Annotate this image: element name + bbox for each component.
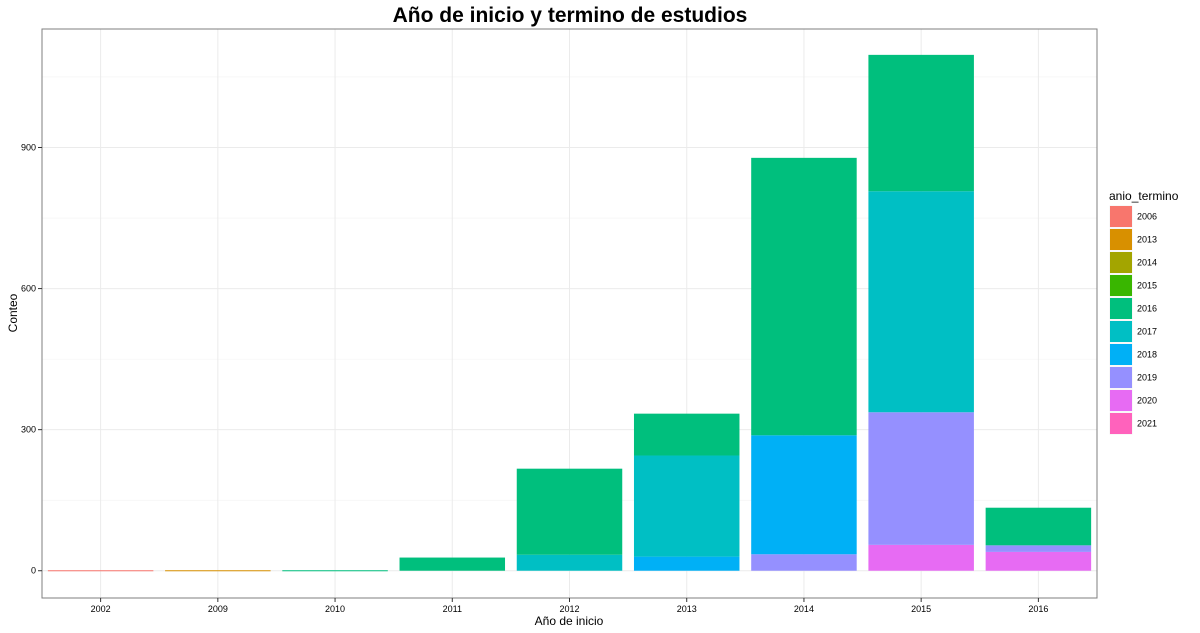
legend-label: 2017 (1137, 327, 1157, 337)
x-tick-label: 2010 (325, 604, 345, 614)
x-axis: 2002 2009 2010 2011 2012 2013 2014 2015 2016 (91, 598, 1048, 614)
legend-key (1110, 390, 1132, 411)
legend-key (1110, 413, 1132, 434)
bar-segment (868, 544, 974, 571)
bar-segment (47, 570, 154, 572)
y-tick-label: 0 (31, 566, 36, 576)
bar-segment (985, 551, 1092, 571)
bar-segment (165, 570, 271, 572)
legend-key (1110, 321, 1132, 342)
x-tick-label: 2012 (559, 604, 579, 614)
legend-title: anio_termino (1109, 189, 1179, 203)
bar-segment (751, 554, 857, 571)
y-tick-label: 600 (21, 284, 36, 294)
bar-segment (633, 455, 740, 557)
bar-segment (633, 556, 740, 571)
legend-key (1110, 367, 1132, 388)
y-tick-label: 900 (21, 143, 36, 153)
x-tick-label: 2014 (794, 604, 814, 614)
x-tick-label: 2015 (911, 604, 931, 614)
legend-label: 2019 (1137, 373, 1157, 383)
legend: anio_termino 2006 2013 2014 2015 2016 2017 201… (1108, 189, 1179, 436)
y-axis: 0 300 600 900 (21, 143, 42, 576)
legend-label: 2013 (1137, 235, 1157, 245)
legend-label: 2018 (1137, 350, 1157, 360)
x-tick-label: 2009 (208, 604, 228, 614)
chart-title: Año de inicio y termino de estudios (393, 4, 748, 27)
legend-key (1110, 229, 1132, 250)
bar-segment (751, 435, 857, 555)
legend-label: 2014 (1137, 258, 1157, 268)
bar-segment (282, 570, 388, 572)
legend-label: 2016 (1137, 304, 1157, 314)
legend-label: 2006 (1137, 212, 1157, 222)
x-axis-title: Año de inicio (535, 614, 604, 628)
legend-key (1110, 206, 1132, 227)
bar-segment (985, 545, 1092, 552)
y-tick-label: 300 (21, 425, 36, 435)
x-tick-label: 2011 (443, 604, 462, 614)
bar-segment (868, 412, 974, 545)
bar-segment (633, 413, 740, 456)
legend-key (1110, 344, 1132, 365)
bar-segment (516, 554, 623, 571)
legend-label: 2021 (1137, 419, 1157, 429)
bar-segment (751, 157, 857, 436)
bar-segment (516, 468, 623, 555)
x-tick-label: 2016 (1028, 604, 1048, 614)
legend-key (1110, 298, 1132, 319)
bar-segment (985, 507, 1092, 546)
legend-label: 2020 (1137, 396, 1157, 406)
y-axis-title: Conteo (6, 293, 20, 332)
bars (47, 54, 1092, 572)
bar-segment (399, 557, 506, 571)
legend-key (1110, 275, 1132, 296)
x-tick-label: 2002 (91, 604, 111, 614)
x-tick-label: 2013 (677, 604, 697, 614)
legend-key (1110, 252, 1132, 273)
bar-segment (868, 54, 974, 192)
legend-label: 2015 (1137, 281, 1157, 291)
bar-segment (868, 191, 974, 413)
